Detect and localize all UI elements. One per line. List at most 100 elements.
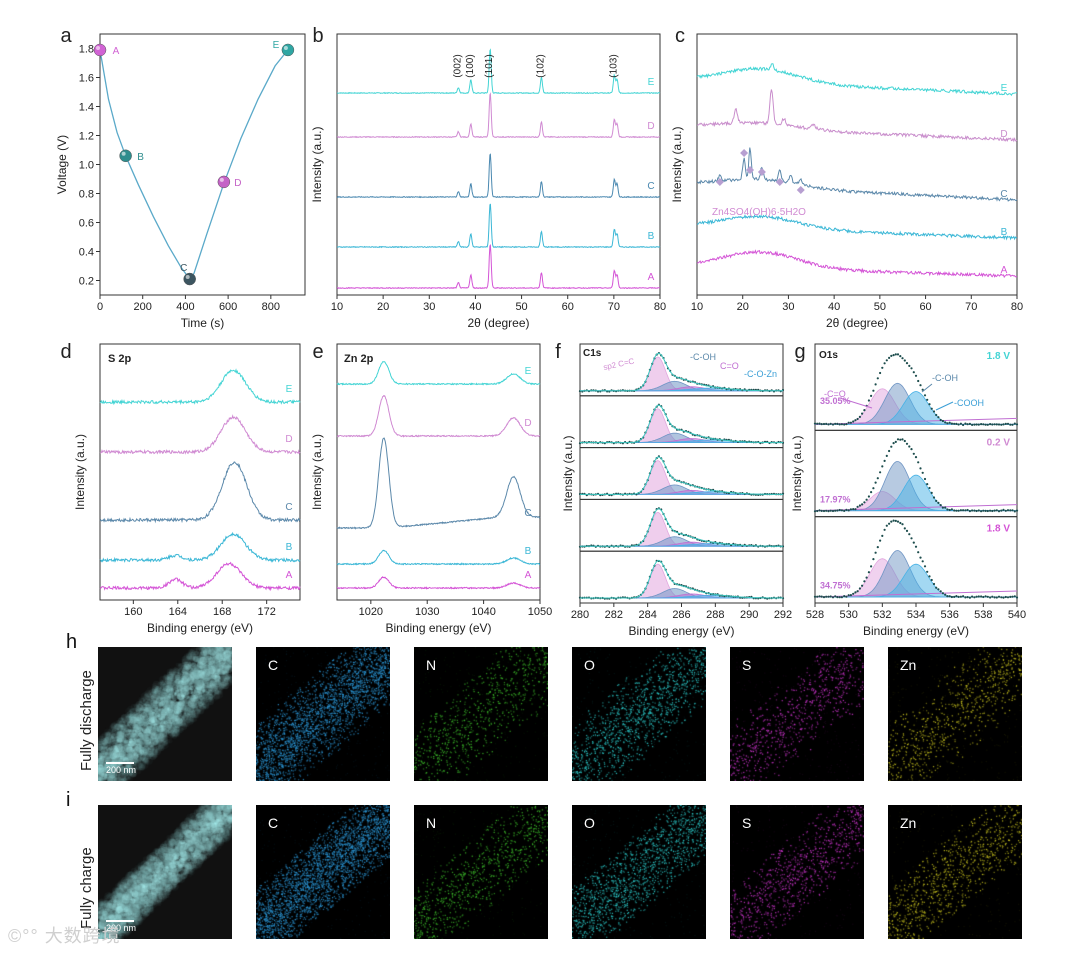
panel-c-frame [696,33,1018,296]
panel-d-frame [99,343,301,601]
panel-d-xtick-label: 160 [124,606,142,618]
panel-g-data-point [955,422,958,425]
panel-g-data-point [984,595,987,598]
panel-g-data-point [888,449,891,453]
watermark: ©°° 大数跨境 [8,922,121,948]
map-canvas-N [414,805,548,939]
panel-c-ylabel: Intensity (a.u.) [670,126,684,202]
map-i-N: N [414,805,548,939]
panel-e-series-E [336,361,541,386]
panel-g-voltage-label: 0.2 V [987,437,1011,448]
panel-g-data-point [975,423,978,426]
panel-d-xlabel: Binding energy (eV) [147,621,253,635]
panel-g-data-point [831,596,835,599]
panel-g-data-point [852,508,855,511]
panel-g-data-point [870,491,873,494]
map-i-C: C [256,805,390,939]
panel-g-data-point [879,471,882,474]
panel-c-xtick-label: 20 [737,301,749,313]
panel-g-data-point [896,520,900,523]
panel-g-xtick-label: 528 [806,609,824,621]
panel-g-data-point [950,422,954,425]
panel-f-envelope [580,559,783,599]
panel-g-data-point [997,423,1001,426]
panel-g-data-point [847,421,850,424]
panel-g-data-point [971,423,974,426]
panel-g-data-point [861,584,864,587]
panel-g-data-point [944,593,947,596]
panel-e-series-C [336,437,541,530]
map-label-N: N [426,815,437,831]
panel-g-data-point [896,438,900,441]
panel-g-data-point [935,586,938,589]
panel-a-frame [99,33,306,296]
row-label-h: Fully discharge [78,670,95,771]
panel-g-data-point [1013,422,1016,425]
panel-g-data-point [1015,423,1019,426]
panel-g-data-point [955,509,958,512]
panel-g-data-point [874,551,877,554]
panel-a-point-highlight [121,151,126,156]
panel-g-data-point [818,509,821,512]
panel-b-series-E [337,48,661,95]
panel-g-data-point [993,596,996,599]
panel-letter-a: a [60,25,72,47]
panel-g-data-point [834,422,837,425]
panel-e-title: Zn 2p [344,353,374,365]
panel-g-data-point [1011,595,1014,598]
map-i-S: S [730,805,864,939]
panel-g-data-point [890,520,893,523]
panel-a-point-D [217,175,231,189]
map-i-O: O [572,805,706,939]
panel-a-ytick-label: 0.8 [79,189,94,201]
panel-f-xtick-label: 284 [638,609,656,621]
panel-g-data-point [953,509,956,512]
panel-g-data-point [879,539,882,542]
panel-b-series-D [336,92,661,139]
panel-g-data-point [883,528,886,531]
panel-g-data-point [1004,595,1007,599]
panel-a-xtick-label: 400 [176,301,194,313]
panel-g-data-point [813,595,817,598]
panel-b-xtick-label: 30 [423,301,435,313]
panel-g-data-point [1004,422,1007,425]
panel-g-data-point [966,423,969,426]
panel-b-series-B [336,203,661,249]
panel-g-data-point [858,415,862,418]
panel-g-voltage-label: 1.8 V [987,524,1011,535]
panel-g-data-point [838,423,841,426]
panel-g-arrow-co [839,397,873,409]
panel-g-data-point [861,503,864,506]
panel-g-data-point [989,509,992,512]
panel-g-data-point [935,413,938,417]
panel-g-data-point [1013,595,1016,598]
panel-g-data-point [910,537,913,540]
map-label-O: O [584,815,595,831]
panel-e-series-B [336,549,541,566]
panel-b-peak-label: (100) [465,54,476,77]
panel-f-subplot [579,550,784,604]
panel-e-xtick-label: 1050 [528,606,552,618]
panel-g-data-point [966,508,969,512]
panel-g-data-point [1011,509,1014,512]
panel-g-data-point [822,596,826,599]
panel-g-data-point [829,422,832,425]
panel-g-data-point [845,423,848,426]
panel-g-data-point [899,438,902,441]
panel-d-xtick-label: 168 [213,606,231,618]
panel-e-series-label-D: D [524,418,531,429]
panel-c-phase-marker [775,178,784,186]
panel-a-ytick-label: 0.2 [79,276,94,288]
panel-g-data-point [892,519,895,522]
panel-g-data-point [816,422,819,425]
panel-d-series-C [99,461,301,524]
panel-c-phase-annotation: Zn4SO4(OH)6·5H2O [712,207,806,218]
panel-g-data-point [843,595,846,598]
panel-g-data-point [986,595,989,598]
panel-g-data-point [813,510,817,513]
panel-g-data-point [818,422,821,425]
panel-g-data-point [975,509,978,513]
panel-e-series-label-C: C [524,508,531,519]
panel-g-data-point [962,423,965,427]
panel-b-series-label-A: A [648,272,655,283]
